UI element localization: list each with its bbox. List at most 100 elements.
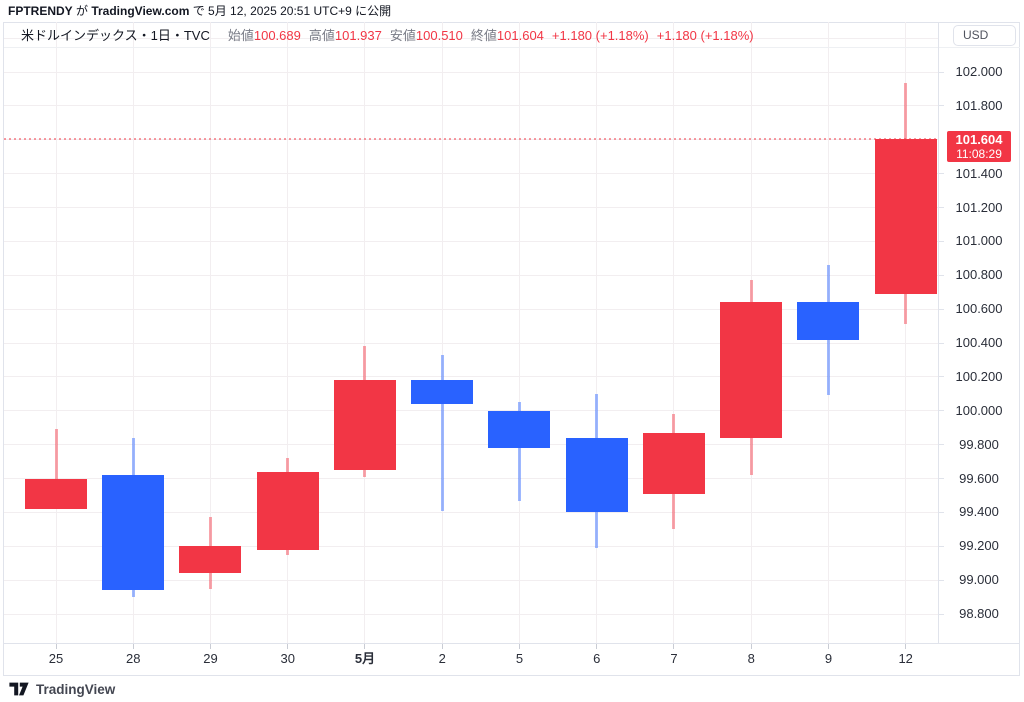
tradingview-wordmark[interactable]: TradingView — [36, 681, 116, 697]
gridline-horizontal — [4, 173, 938, 175]
price-tick — [938, 511, 944, 513]
attribution-datetime: 5月 12, 2025 20:51 UTC+9 — [208, 4, 352, 18]
price-tick — [938, 207, 944, 208]
candle-8[interactable] — [720, 302, 783, 438]
candle-wick — [54, 429, 58, 509]
gridline-horizontal — [4, 71, 938, 73]
gridline-vertical — [673, 22, 675, 643]
time-tick — [287, 643, 289, 649]
high-label: 高値 — [308, 28, 335, 43]
author-link[interactable]: FPTRENDY — [8, 4, 73, 18]
gridline-horizontal — [4, 342, 938, 344]
price-tick — [938, 308, 944, 310]
time-tick — [905, 643, 907, 649]
gridline-horizontal — [4, 444, 938, 446]
candle-wick — [517, 402, 521, 501]
gridline-horizontal — [4, 105, 938, 107]
attribution-text: で — [189, 4, 209, 18]
close-value: 101.604 — [496, 28, 544, 43]
candle-5[interactable] — [488, 410, 551, 448]
gridline-vertical — [905, 22, 907, 643]
gridline-horizontal — [4, 410, 938, 412]
candle-5月[interactable] — [333, 380, 396, 471]
price-tick — [938, 444, 944, 446]
gridline-horizontal — [4, 240, 938, 242]
price-tick — [938, 545, 944, 547]
candle-30[interactable] — [256, 471, 319, 550]
price-tick — [938, 274, 944, 276]
tradingview-logo-icon[interactable] — [8, 681, 30, 697]
open-value: 100.689 — [253, 28, 301, 43]
gridline-horizontal — [4, 579, 938, 581]
low-value: 100.510 — [415, 28, 463, 43]
candle-9[interactable] — [797, 302, 860, 340]
change-value: +1.180 (+1.18%) — [551, 28, 649, 43]
price-tick — [938, 71, 944, 73]
candle-12[interactable] — [874, 139, 937, 295]
gridline-horizontal — [4, 274, 938, 276]
legend-separator — [4, 47, 1020, 48]
candle-29[interactable] — [179, 546, 242, 574]
gridline-vertical — [209, 22, 211, 643]
gridline-vertical — [364, 22, 366, 643]
high-value: 101.937 — [334, 28, 382, 43]
price-tick — [938, 478, 944, 479]
countdown-timer: 11:08:29 — [956, 147, 1002, 162]
gridline-horizontal — [4, 478, 938, 479]
gridline-vertical — [287, 22, 289, 643]
gridline-vertical — [596, 22, 598, 643]
price-tick — [938, 105, 944, 107]
gridline-horizontal — [4, 207, 938, 208]
candle-6[interactable] — [565, 437, 628, 513]
time-tick — [55, 643, 57, 649]
gridline-horizontal — [4, 511, 938, 513]
time-tick — [441, 643, 443, 649]
footer: TradingView — [8, 680, 115, 698]
gridline-horizontal — [4, 308, 938, 310]
time-tick — [827, 643, 829, 649]
time-scale[interactable] — [4, 644, 938, 676]
candle-2[interactable] — [411, 380, 474, 404]
price-tick — [938, 342, 944, 344]
open-label: 始値 — [227, 28, 254, 43]
time-tick — [750, 643, 752, 649]
time-tick — [132, 643, 134, 649]
time-scale-separator — [4, 643, 1020, 644]
price-tick — [938, 410, 944, 412]
gridline-horizontal — [4, 613, 938, 615]
price-tick — [938, 376, 944, 378]
gridline-horizontal — [4, 376, 938, 378]
time-tick — [596, 643, 598, 649]
candle-28[interactable] — [102, 475, 165, 591]
last-price-value: 101.604 — [955, 132, 1003, 148]
gridline-horizontal — [4, 545, 938, 547]
gridline-horizontal — [4, 37, 938, 39]
attribution-text: に公開 — [351, 4, 392, 18]
price-tick — [938, 613, 944, 615]
gridline-vertical — [441, 22, 443, 643]
attribution-bar: FPTRENDY が TradingView.com で 5月 12, 2025… — [8, 0, 391, 22]
low-label: 安値 — [389, 28, 416, 43]
time-tick — [209, 643, 211, 649]
gridline-vertical — [132, 22, 134, 643]
price-tick — [938, 579, 944, 581]
change-value-2: +1.180 (+1.18%) — [656, 28, 754, 43]
candle-25[interactable] — [25, 478, 87, 509]
symbol-legend: 米ドルインデックス・1日・TVC 始値100.689 高値101.937 安値100.… — [21, 27, 754, 45]
symbol-title[interactable]: 米ドルインデックス・1日・TVC — [21, 28, 210, 43]
last-price-line — [4, 138, 938, 141]
price-scale-separator — [938, 22, 939, 643]
close-label: 終値 — [470, 28, 497, 43]
currency-button[interactable]: USD — [953, 25, 1016, 46]
time-tick — [518, 643, 520, 649]
last-price-badge: 101.604 11:08:29 — [947, 131, 1011, 163]
attribution-text: が — [72, 4, 92, 18]
candle-wick — [440, 354, 444, 511]
price-scale[interactable] — [938, 22, 1020, 643]
site-link[interactable]: TradingView.com — [91, 4, 190, 18]
gridline-vertical — [518, 22, 520, 643]
price-tick — [938, 240, 944, 242]
candle-7[interactable] — [642, 432, 705, 494]
